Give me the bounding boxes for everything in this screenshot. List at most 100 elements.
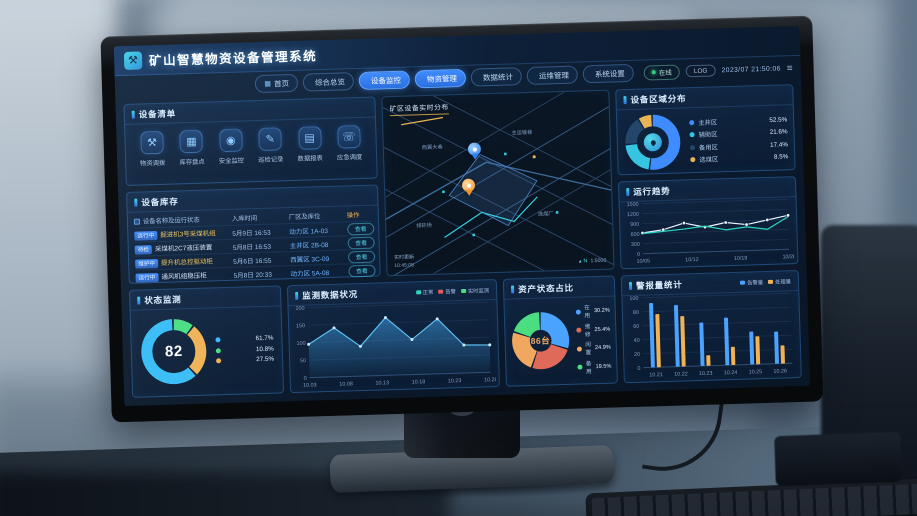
svg-text:1500: 1500	[627, 202, 639, 208]
online-dot-icon	[651, 70, 656, 75]
svg-text:100: 100	[629, 296, 638, 302]
svg-text:10.08: 10.08	[339, 381, 353, 387]
action-item[interactable]: ⚒ 物资调拨	[133, 130, 171, 168]
asset-pie-chart: 86台	[510, 310, 571, 372]
svg-text:40: 40	[634, 338, 640, 344]
legend-item: 备用 19.5%	[576, 358, 612, 375]
legend-item: 正常	[415, 288, 433, 297]
log-pill[interactable]: LOG	[685, 64, 716, 78]
nav-button[interactable]: 综合总览	[302, 72, 355, 92]
svg-text:10.13: 10.13	[375, 380, 389, 386]
alarms-legend: 告警量 处理量	[740, 277, 791, 287]
svg-text:50: 50	[300, 358, 306, 364]
legend-swatch	[460, 289, 466, 293]
monitor: ⚒ 矿山智慧物资设备管理系统 ▦ 首页 综合总览	[100, 15, 824, 423]
action-item[interactable]: ✎ 巡检记录	[251, 127, 289, 164]
distribution-legend: 主井区 52.5% 辅助区 21.6%	[689, 115, 788, 164]
svg-text:10.24: 10.24	[724, 370, 738, 376]
inventory-panel: 设备库存 设备名称及运行状态 入库时间 厂区及库位 操作 运行	[126, 184, 381, 284]
legend-item: 维修 25.4%	[575, 321, 611, 338]
view-link[interactable]: 查看	[347, 222, 375, 235]
action-item[interactable]: ▦ 库存盘点	[173, 129, 211, 166]
svg-text:10.26: 10.26	[773, 368, 787, 374]
legend-swatch	[438, 289, 444, 294]
nav-button[interactable]: 物资管理	[414, 68, 467, 89]
map-scale: N 1:5000	[578, 258, 606, 265]
legend-item: 27.5%	[216, 356, 274, 365]
svg-text:10.25: 10.25	[749, 369, 763, 375]
panel-title: 设备库存	[134, 195, 179, 208]
action-icon: ◉	[219, 128, 243, 153]
distribution-panel: 设备区域分布 主井区 52.5%	[615, 84, 796, 176]
svg-text:0: 0	[304, 376, 307, 382]
action-item[interactable]: ▤ 数据报表	[291, 126, 329, 163]
area-legend: 正常 告警 实时监测	[415, 286, 489, 297]
panel-title: 运行趋势	[626, 185, 671, 198]
legend-item: 61.7%	[215, 335, 274, 344]
legend-dot	[689, 132, 695, 138]
legend-dot	[576, 346, 582, 352]
nav-status-group: 在线 LOG 2023/07 21:50:06 ≡	[643, 61, 793, 81]
panel-title: 资产状态占比	[511, 282, 574, 296]
nav-button[interactable]: 设备监控	[358, 70, 411, 90]
nav-button-icon: ▦	[264, 80, 272, 88]
menu-icon[interactable]: ≡	[786, 62, 793, 74]
legend-dot	[690, 157, 696, 163]
view-link[interactable]: 查看	[347, 250, 376, 263]
svg-text:10/19: 10/19	[734, 256, 748, 262]
legend-item: 处理量	[768, 277, 791, 286]
data-trend-panel: 监测数据状况 正常 告警	[286, 278, 500, 394]
app-title: 矿山智慧物资设备管理系统	[148, 49, 318, 69]
legend-dot	[576, 364, 583, 370]
view-link[interactable]: 查看	[347, 236, 375, 249]
nav-button[interactable]: ▦ 首页	[255, 73, 299, 94]
map-area-label: 选煤厂	[537, 211, 554, 218]
legend-dot	[575, 327, 581, 333]
svg-text:10.28: 10.28	[484, 377, 496, 383]
distribution-donut-chart	[623, 112, 683, 172]
status-donut-chart: 82	[139, 317, 209, 387]
legend-dot	[689, 119, 695, 125]
svg-text:80: 80	[633, 310, 639, 316]
status-panel: 状态监测 82 61.7%	[128, 285, 285, 398]
table-body: 运行中 掘进机3号采煤机组 5月9日 16:53 动力区 1A-03 查看 待检采…	[134, 220, 376, 284]
panel-title: 警报量统计	[629, 278, 683, 292]
legend-dot	[215, 337, 221, 343]
svg-text:10/05: 10/05	[637, 258, 651, 264]
status-legend: 61.7% 10.8%	[215, 335, 274, 365]
monitor-bezel: ⚒ 矿山智慧物资设备管理系统 ▦ 首页 综合总览	[100, 15, 824, 423]
legend-swatch	[740, 280, 746, 285]
svg-text:10.23: 10.23	[448, 378, 462, 384]
action-item[interactable]: ☏ 应急调度	[330, 124, 368, 162]
legend-item: 告警量	[740, 278, 763, 287]
nav-button[interactable]: 系统设置	[582, 63, 635, 84]
action-icon: ✎	[258, 127, 283, 151]
svg-text:0: 0	[637, 252, 640, 258]
nav-button[interactable]: 运维管理	[526, 65, 579, 86]
action-icon: ☏	[337, 124, 361, 149]
svg-text:0: 0	[637, 366, 640, 372]
map-title: 矿区设备实时分布	[389, 101, 450, 117]
trend-panel: 运行趋势 1500 1200 900 600 300 0 10/05 10/12 10/19 10…	[617, 176, 799, 270]
view-link[interactable]: 查看	[348, 264, 376, 277]
legend-swatch	[768, 280, 774, 284]
status-badge: 运行中	[135, 272, 159, 283]
select-all-checkbox[interactable]	[133, 218, 141, 225]
svg-text:60: 60	[633, 324, 639, 330]
svg-text:10/26: 10/26	[782, 254, 794, 260]
alarm-bar-chart: 100 80 60 40 20 0 10.21 10.22 10.23 10.24 10.25 10.…	[625, 288, 798, 380]
legend-swatch	[415, 290, 421, 295]
data-area-chart: 200 150 100 50 0 10.03 10.08 10.13 10.18 10.23 10.…	[291, 297, 496, 390]
action-item[interactable]: ◉ 安全监控	[212, 128, 250, 165]
legend-dot	[215, 347, 221, 353]
legend-dot	[575, 309, 581, 315]
nav-button[interactable]: 数据统计	[470, 67, 523, 87]
svg-text:100: 100	[297, 341, 306, 347]
action-icon: ▤	[297, 126, 322, 150]
status-badge: 维护中	[135, 258, 159, 269]
legend-item: 选煤区 8.5%	[690, 153, 788, 165]
desk-device	[774, 431, 902, 487]
online-status-pill[interactable]: 在线	[643, 63, 681, 81]
